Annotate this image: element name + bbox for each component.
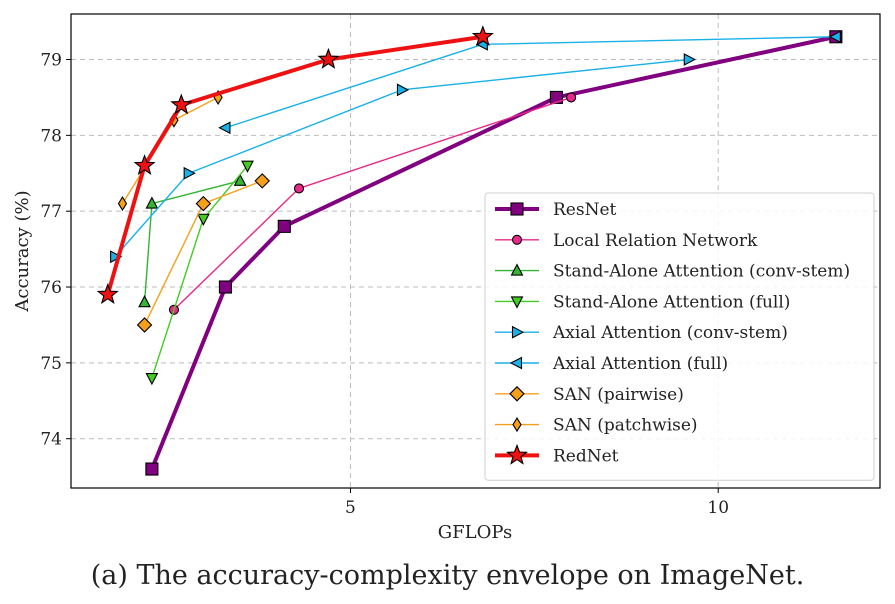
legend-label: SAN (pairwise) [553, 385, 684, 405]
plot-frame [70, 13, 881, 489]
legend-marker [511, 325, 525, 339]
legend: ResNet Local Relation Network Stand-Alone … [484, 192, 875, 481]
data-point [117, 196, 128, 212]
legend-label: Stand-Alone Attention (full) [553, 292, 790, 312]
data-point [218, 121, 231, 135]
series-5 [218, 30, 841, 135]
y-axis-label: Accuracy (%) [12, 190, 33, 312]
legend-item: Stand-Alone Attention (conv-stem) [495, 262, 850, 282]
legend-label: ResNet [553, 200, 617, 220]
legend-label: RedNet [553, 446, 619, 466]
legend-item: SAN (patchwise) [495, 416, 698, 436]
y-tick-label: 77 [40, 202, 62, 222]
axis-ticks: 74 75 76 77 78 79 5 10 [40, 51, 729, 518]
legend-item: Axial Attention (full) [495, 354, 728, 374]
data-point [471, 25, 494, 47]
legend-label: Local Relation Network [553, 231, 758, 251]
legend-marker [512, 417, 522, 433]
series-6 [136, 173, 270, 333]
legend-label: SAN (patchwise) [553, 416, 698, 436]
legend-box [484, 192, 875, 481]
data-point [828, 30, 841, 44]
series-7 [117, 89, 223, 212]
legend-marker [510, 296, 524, 309]
data-point [254, 173, 270, 189]
chart: 74 75 76 77 78 79 5 10 GFLOPs Accuracy (%) ResN… [12, 13, 881, 543]
legend-marker [510, 202, 524, 216]
legend-label: Stand-Alone Attention (conv-stem) [553, 262, 850, 282]
legend-item: Stand-Alone Attention (full) [495, 292, 790, 312]
series-2 [138, 173, 247, 308]
legend-item: Axial Attention (conv-stem) [495, 323, 788, 343]
data-point [277, 219, 291, 233]
data-point [196, 213, 210, 226]
y-tick-label: 76 [40, 278, 62, 298]
legend-item: ResNet [495, 200, 617, 220]
data-point [683, 53, 696, 66]
y-tick-label: 74 [40, 430, 62, 450]
data-point [136, 317, 153, 333]
data-point [241, 160, 254, 173]
legend-marker [510, 263, 524, 276]
data-point [145, 372, 159, 386]
data-point [138, 295, 151, 308]
data-point [549, 90, 563, 104]
data-point [96, 283, 119, 304]
series-line [105, 34, 484, 296]
x-tick-label: 10 [707, 498, 729, 518]
x-tick-label: 5 [345, 498, 356, 518]
data-point [317, 47, 340, 69]
legend-label: Axial Attention (conv-stem) [552, 323, 788, 343]
data-point [183, 166, 196, 180]
series-line [225, 36, 836, 129]
figure-caption: (a) The accuracy-complexity envelope on … [90, 560, 805, 591]
y-tick-label: 79 [40, 51, 62, 71]
data-point [566, 92, 577, 103]
data-point [133, 154, 156, 176]
data-point [195, 195, 212, 212]
legend-item: Local Relation Network [495, 231, 758, 251]
legend-marker [509, 386, 525, 402]
legend-marker [505, 443, 529, 465]
series-layer [96, 25, 843, 476]
series-3 [145, 160, 254, 386]
legend-marker [509, 356, 523, 370]
y-tick-label: 78 [40, 126, 62, 146]
legend-item: RedNet [495, 443, 619, 466]
series-1 [168, 92, 577, 315]
series-line [114, 58, 689, 258]
data-point [218, 280, 232, 294]
y-tick-label: 75 [40, 354, 62, 374]
legend-item: SAN (pairwise) [495, 385, 684, 405]
legend-marker [511, 234, 523, 245]
series-4 [110, 53, 696, 264]
data-point [293, 183, 305, 194]
x-axis-label: GFLOPs [438, 522, 512, 543]
legend-label: Axial Attention (full) [552, 354, 728, 374]
data-point [396, 83, 410, 97]
series-8 [96, 25, 494, 304]
data-point [233, 173, 247, 186]
data-point [170, 93, 193, 115]
data-point [145, 196, 159, 209]
data-point [145, 462, 159, 476]
